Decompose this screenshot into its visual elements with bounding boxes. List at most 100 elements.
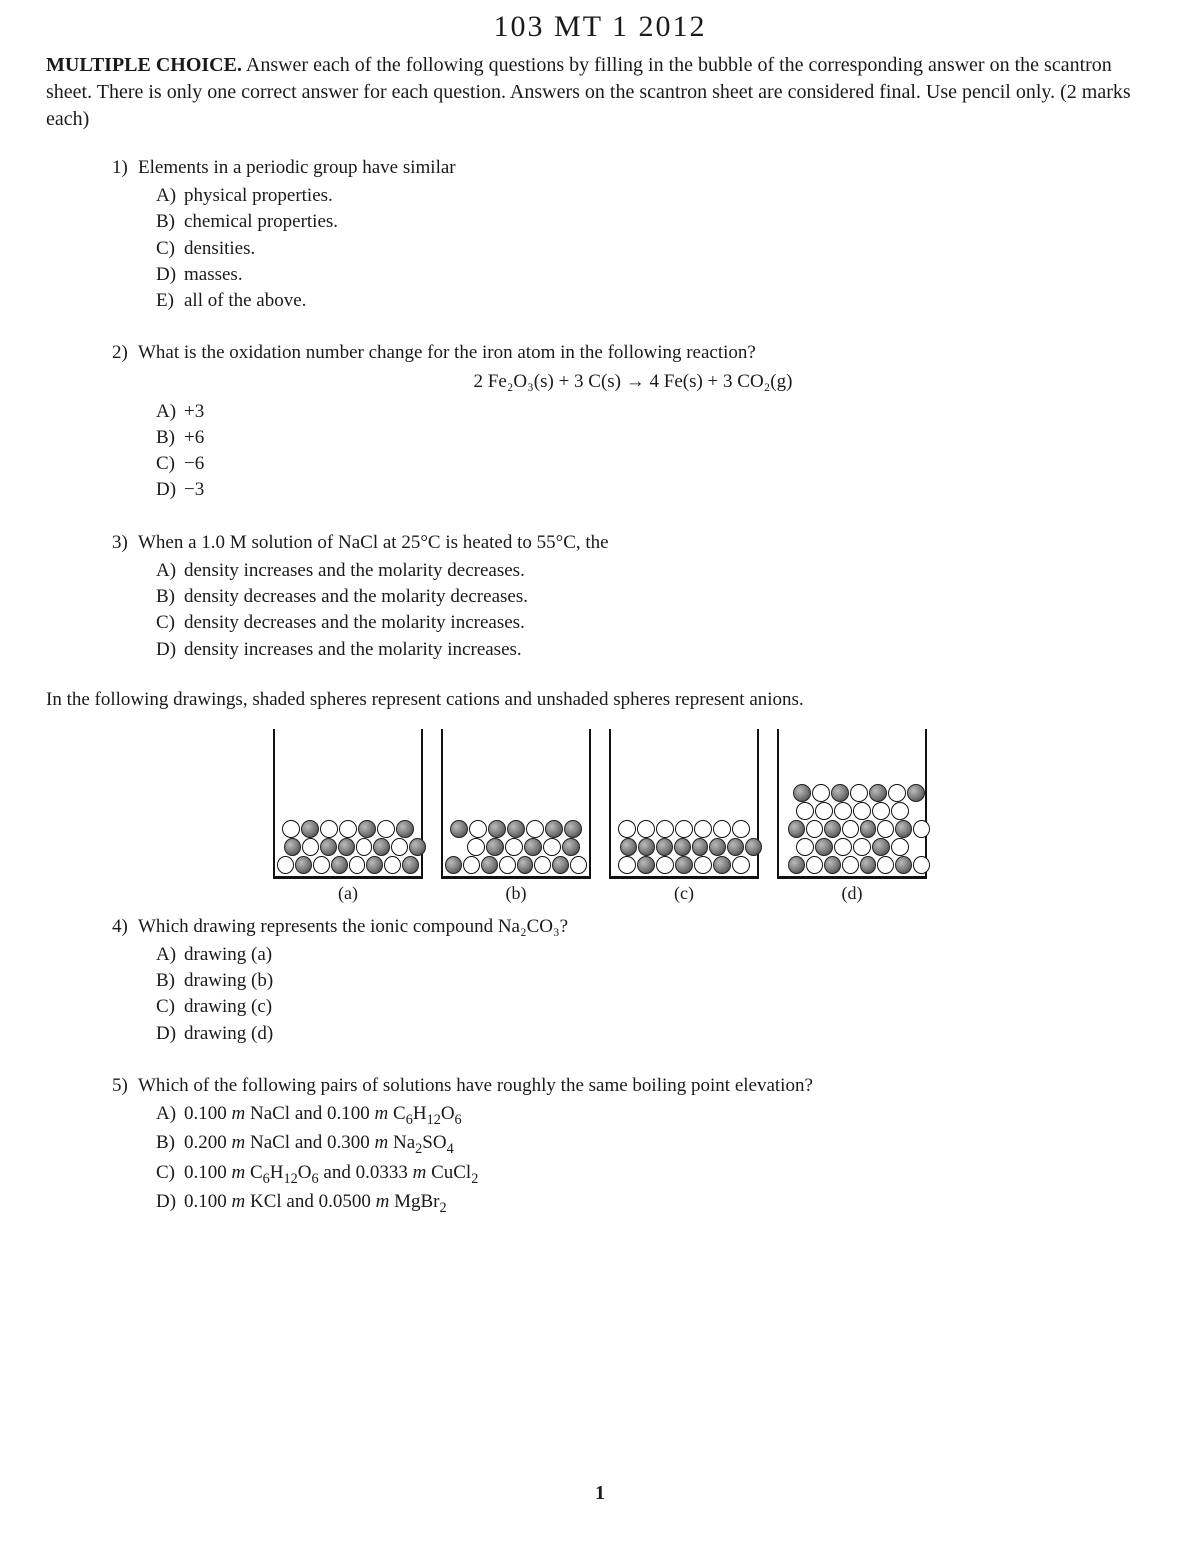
cation-sphere — [869, 784, 887, 802]
anion-sphere — [391, 838, 408, 856]
anion-sphere — [796, 838, 814, 856]
q2-A: +3 — [184, 399, 204, 425]
q5-C: 0.100 m C6H12O6 and 0.0333 m CuCl2 — [184, 1160, 478, 1189]
q1-E-label: E) — [156, 288, 184, 314]
q5-B-label: B) — [156, 1130, 184, 1159]
anion-sphere — [320, 820, 338, 838]
anion-sphere — [732, 856, 750, 874]
anion-sphere — [656, 856, 674, 874]
anion-sphere — [806, 820, 823, 838]
cation-sphere — [709, 838, 726, 856]
beaker-a: (a) — [273, 729, 423, 904]
anion-sphere — [463, 856, 480, 874]
q2-C: −6 — [184, 451, 204, 477]
beaker-label: (a) — [338, 883, 358, 904]
anion-sphere — [543, 838, 561, 856]
sphere-row — [788, 856, 930, 874]
cation-sphere — [564, 820, 582, 838]
anion-sphere — [656, 820, 674, 838]
cation-sphere — [445, 856, 462, 874]
beaker-d: (d) — [777, 729, 927, 904]
cation-sphere — [788, 820, 805, 838]
page-number: 1 — [0, 1482, 1200, 1505]
q2-C-label: C) — [156, 451, 184, 477]
cation-sphere — [692, 838, 709, 856]
q1-A-label: A) — [156, 183, 184, 209]
anion-sphere — [877, 820, 894, 838]
question-5: 5) Which of the following pairs of solut… — [112, 1073, 1154, 1219]
cation-sphere — [507, 820, 525, 838]
q4-B-label: B) — [156, 968, 184, 994]
cation-sphere — [545, 820, 563, 838]
q3-text: When a 1.0 M solution of NaCl at 25°C is… — [138, 530, 609, 556]
question-1: 1) Elements in a periodic group have sim… — [112, 155, 1154, 314]
q2-A-label: A) — [156, 399, 184, 425]
q4-A: drawing (a) — [184, 942, 272, 968]
anion-sphere — [467, 838, 485, 856]
q1-A: physical properties. — [184, 183, 333, 209]
beaker-c: (c) — [609, 729, 759, 904]
anion-sphere — [815, 802, 833, 820]
anion-sphere — [877, 856, 894, 874]
anion-sphere — [384, 856, 401, 874]
cation-sphere — [713, 856, 731, 874]
q5-C-label: C) — [156, 1160, 184, 1189]
cation-sphere — [295, 856, 312, 874]
q5-A: 0.100 m NaCl and 0.100 m C6H12O6 — [184, 1101, 462, 1130]
q4-C-label: C) — [156, 994, 184, 1020]
q1-D-label: D) — [156, 262, 184, 288]
sphere-row — [277, 820, 419, 838]
q4-B: drawing (b) — [184, 968, 273, 994]
q1-D: masses. — [184, 262, 243, 288]
cation-sphere — [860, 856, 877, 874]
handwritten-header: 103 MT 1 2012 — [46, 10, 1154, 44]
q1-B-label: B) — [156, 209, 184, 235]
q4-D-label: D) — [156, 1021, 184, 1047]
cation-sphere — [402, 856, 419, 874]
q4-C: drawing (c) — [184, 994, 272, 1020]
anion-sphere — [872, 802, 890, 820]
anion-sphere — [888, 784, 906, 802]
sphere-row — [445, 856, 587, 874]
anion-sphere — [526, 820, 544, 838]
cation-sphere — [562, 838, 580, 856]
cation-sphere — [409, 838, 426, 856]
q3-B-label: B) — [156, 584, 184, 610]
anion-sphere — [853, 838, 871, 856]
anion-sphere — [618, 856, 636, 874]
anion-sphere — [694, 856, 712, 874]
anion-sphere — [891, 802, 909, 820]
q2-D-label: D) — [156, 477, 184, 503]
q1-num: 1) — [112, 155, 138, 181]
sphere-row — [788, 820, 930, 838]
cation-sphere — [907, 784, 925, 802]
sphere-row — [277, 856, 419, 874]
anion-sphere — [377, 820, 395, 838]
anion-sphere — [302, 838, 319, 856]
anion-sphere — [834, 802, 852, 820]
anion-sphere — [570, 856, 587, 874]
anion-sphere — [842, 820, 859, 838]
q1-text: Elements in a periodic group have simila… — [138, 155, 456, 181]
cation-sphere — [895, 820, 912, 838]
cation-sphere — [860, 820, 877, 838]
anion-sphere — [618, 820, 636, 838]
cation-sphere — [831, 784, 849, 802]
q2-equation: 2 Fe₂O₃(s) + 3 C(s) → 4 Fe(s) + 3 CO₂(g) — [112, 369, 1154, 395]
sphere-row — [284, 838, 426, 856]
q4-D: drawing (d) — [184, 1021, 273, 1047]
cation-sphere — [793, 784, 811, 802]
beaker-box — [273, 729, 423, 879]
q3-C-label: C) — [156, 610, 184, 636]
anion-sphere — [356, 838, 373, 856]
anion-sphere — [812, 784, 830, 802]
beaker-label: (b) — [506, 883, 527, 904]
anion-sphere — [675, 820, 693, 838]
sphere-row — [781, 838, 923, 856]
cation-sphere — [638, 838, 655, 856]
cation-sphere — [338, 838, 355, 856]
cation-sphere — [320, 838, 337, 856]
cation-sphere — [450, 820, 468, 838]
cation-sphere — [486, 838, 504, 856]
anion-sphere — [469, 820, 487, 838]
